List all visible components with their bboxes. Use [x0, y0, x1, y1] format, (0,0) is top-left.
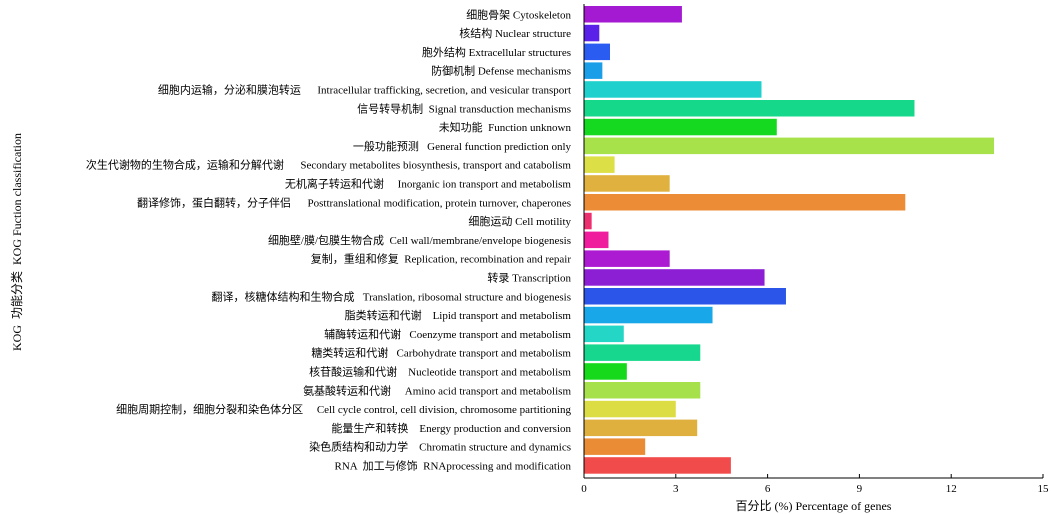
bar-19 — [584, 344, 701, 361]
bar-11 — [584, 194, 906, 211]
bar-18 — [584, 325, 624, 343]
category-label-8: 一般功能预测 General function prediction only — [353, 139, 572, 153]
x-axis-title: 百分比 (%) Percentage of genes — [736, 499, 892, 513]
x-tick-label-12: 12 — [946, 483, 957, 495]
bar-13 — [584, 231, 609, 249]
bar-12 — [584, 212, 592, 230]
category-label-4: 防御机制 Defense mechanisms — [431, 64, 571, 78]
category-label-15: 转录 Transcription — [487, 270, 571, 284]
x-tick-label-15: 15 — [1038, 483, 1050, 495]
bar-2 — [584, 24, 600, 42]
bar-15 — [584, 269, 765, 286]
bar-23 — [584, 419, 698, 437]
category-label-14: 复制，重组和修复 Replication, recombination and … — [311, 252, 572, 266]
x-tick-label-0: 0 — [581, 483, 587, 495]
category-label-20: 核苷酸运输和代谢 Nucleotide transport and metabo… — [309, 364, 571, 378]
bar-16 — [584, 288, 786, 305]
bar-20 — [584, 363, 627, 380]
bar-5 — [584, 81, 762, 98]
bar-8 — [584, 137, 995, 155]
bar-7 — [584, 118, 777, 136]
category-label-16: 翻译，核糖体结构和生物合成 Translation, ribosomal str… — [211, 289, 571, 303]
bar-25 — [584, 457, 731, 474]
category-labels: 细胞骨架 Cytoskeleton 核结构 Nuclear structure 胞外… — [86, 8, 572, 472]
category-label-13: 细胞壁/膜/包膜生物合成 Cell wall/membrane/envelope… — [268, 233, 571, 247]
category-label-5: 细胞内运输，分泌和膜泡转运 Intracellular trafficking,… — [158, 82, 571, 96]
bars-group — [584, 6, 995, 474]
bar-22 — [584, 400, 676, 418]
bar-21 — [584, 382, 701, 399]
bar-10 — [584, 175, 670, 192]
bar-3 — [584, 43, 611, 61]
x-tick-label-6: 6 — [765, 483, 771, 495]
x-tick-label-9: 9 — [857, 483, 863, 495]
category-label-9: 次生代谢物的生物合成，运输和分解代谢 Secondary metabolites… — [86, 158, 572, 172]
category-label-1: 细胞骨架 Cytoskeleton — [466, 8, 571, 21]
bar-1 — [584, 6, 682, 23]
bar-24 — [584, 438, 646, 455]
category-label-23: 能量生产和转换 Energy production and conversion — [331, 421, 571, 435]
category-label-3: 胞外结构 Extracellular structures — [422, 45, 571, 59]
category-label-10: 无机离子转运和代谢 Inorganic ion transport and me… — [285, 176, 572, 190]
category-label-19: 糖类转运和代谢 Carbohydrate transport and metab… — [311, 346, 571, 360]
category-label-6: 信号转导机制 Signal transduction mechanisms — [357, 101, 571, 115]
category-label-2: 核结构 Nuclear structure — [459, 26, 571, 40]
bar-14 — [584, 250, 670, 267]
bar-4 — [584, 62, 603, 79]
x-ticks: 0 3 6 9 12 15 — [581, 474, 1049, 495]
bar-17 — [584, 306, 713, 324]
category-label-17: 脂类转运和代谢 Lipid transport and metabolism — [345, 308, 572, 322]
y-axis-title: KOG 功能分类 KOG Fuction classification — [10, 133, 24, 351]
category-label-11: 翻译修饰，蛋白翻转，分子伴侣 Posttranslational modific… — [137, 195, 571, 209]
x-tick-label-3: 3 — [673, 483, 679, 495]
bar-9 — [584, 156, 615, 173]
category-label-24: 染色质结构和动力学 Chromatin structure and dynami… — [309, 440, 571, 454]
category-label-22: 细胞周期控制，细胞分裂和染色体分区 Cell cycle control, ce… — [116, 402, 571, 416]
category-label-12: 细胞运动 Cell motility — [468, 215, 571, 228]
category-label-7: 未知功能 Function unknown — [439, 120, 572, 134]
bar-6 — [584, 100, 915, 117]
category-label-25: RNA 加工与修饰 RNAprocessing and modification — [335, 458, 572, 472]
category-label-18: 辅酶转运和代谢 Coenzyme transport and metabolis… — [324, 327, 571, 341]
category-label-21: 氨基酸转运和代谢 Amino acid transport and metabo… — [303, 383, 571, 397]
